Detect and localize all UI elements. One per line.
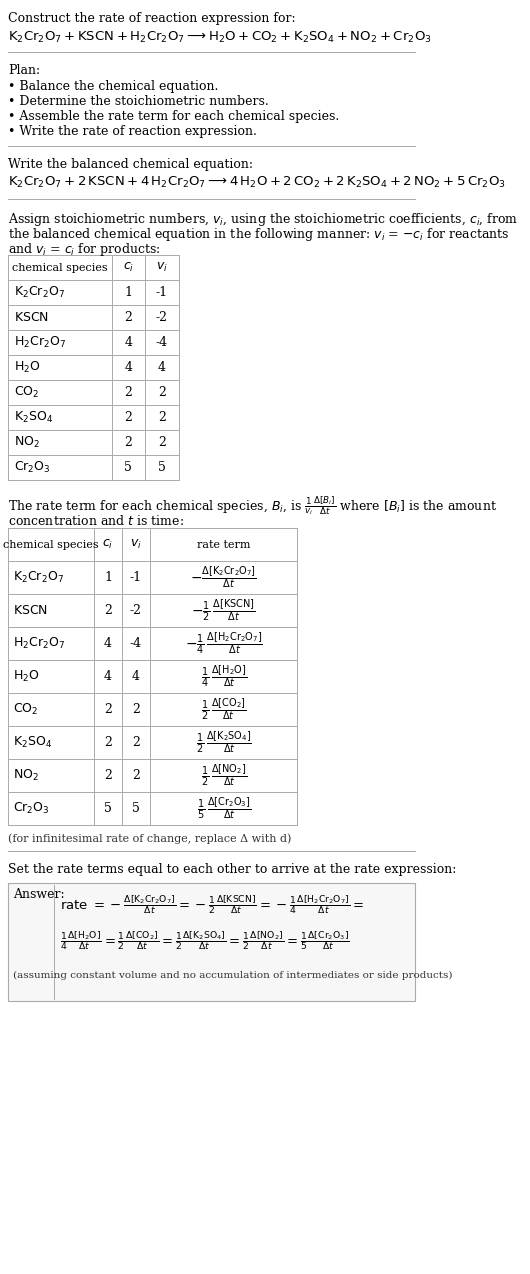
Text: 1: 1 xyxy=(104,571,112,583)
Text: 2: 2 xyxy=(104,604,112,617)
Text: $\mathregular{K_2Cr_2O_7 + KSCN + H_2Cr_2O_7 \longrightarrow H_2O + CO_2 + K_2SO: $\mathregular{K_2Cr_2O_7 + KSCN + H_2Cr_… xyxy=(8,31,432,45)
Text: • Determine the stoichiometric numbers.: • Determine the stoichiometric numbers. xyxy=(8,96,269,108)
Text: 4: 4 xyxy=(104,637,112,650)
Text: $\mathregular{H_2Cr_2O_7}$: $\mathregular{H_2Cr_2O_7}$ xyxy=(14,335,67,350)
Text: $c_i$: $c_i$ xyxy=(102,538,114,552)
Text: 2: 2 xyxy=(104,769,112,782)
Text: (for infinitesimal rate of change, replace Δ with d): (for infinitesimal rate of change, repla… xyxy=(8,833,292,843)
Text: Set the rate terms equal to each other to arrive at the rate expression:: Set the rate terms equal to each other t… xyxy=(8,862,456,877)
Text: Construct the rate of reaction expression for:: Construct the rate of reaction expressio… xyxy=(8,11,296,25)
Text: 1: 1 xyxy=(125,285,132,299)
Text: 4: 4 xyxy=(158,361,166,375)
Text: -1: -1 xyxy=(156,285,168,299)
Text: 2: 2 xyxy=(158,386,166,399)
Text: $\frac{1}{2}\,\frac{\Delta[\mathregular{CO_2}]}{\Delta t}$: $\frac{1}{2}\,\frac{\Delta[\mathregular{… xyxy=(201,697,246,722)
Text: $\mathregular{H_2O}$: $\mathregular{H_2O}$ xyxy=(13,669,39,684)
Text: -4: -4 xyxy=(156,336,168,349)
Text: rate $= -\frac{\Delta[\mathregular{K_2Cr_2O_7}]}{\Delta t} = -\frac{1}{2}\frac{\: rate $= -\frac{\Delta[\mathregular{K_2Cr… xyxy=(60,893,364,916)
Text: 2: 2 xyxy=(104,736,112,749)
Text: Answer:: Answer: xyxy=(13,888,64,901)
Text: 4: 4 xyxy=(125,336,132,349)
Text: chemical species: chemical species xyxy=(12,262,108,273)
Text: $\mathregular{H_2O}$: $\mathregular{H_2O}$ xyxy=(14,361,41,375)
Text: 2: 2 xyxy=(132,736,140,749)
Text: -2: -2 xyxy=(130,604,142,617)
Text: $\mathregular{Cr_2O_3}$: $\mathregular{Cr_2O_3}$ xyxy=(14,460,51,475)
Text: 2: 2 xyxy=(158,436,166,448)
Text: concentration and $t$ is time:: concentration and $t$ is time: xyxy=(8,513,184,527)
Text: 2: 2 xyxy=(125,386,132,399)
Text: 4: 4 xyxy=(125,361,132,375)
Text: $\mathregular{K_2SO_4}$: $\mathregular{K_2SO_4}$ xyxy=(13,735,52,750)
Text: 5: 5 xyxy=(158,461,166,474)
Text: $c_i$: $c_i$ xyxy=(123,261,134,274)
Text: (assuming constant volume and no accumulation of intermediates or side products): (assuming constant volume and no accumul… xyxy=(13,971,452,980)
Text: 2: 2 xyxy=(125,311,132,324)
Text: $\mathregular{K_2Cr_2O_7}$: $\mathregular{K_2Cr_2O_7}$ xyxy=(13,569,64,585)
Text: 2: 2 xyxy=(125,436,132,448)
Text: 5: 5 xyxy=(125,461,132,474)
Text: 2: 2 xyxy=(132,703,140,716)
Text: rate term: rate term xyxy=(197,539,251,549)
Text: 2: 2 xyxy=(104,703,112,716)
Text: -4: -4 xyxy=(130,637,142,650)
Text: $\mathregular{K_2SO_4}$: $\mathregular{K_2SO_4}$ xyxy=(14,410,54,426)
Text: $-\frac{1}{4}\,\frac{\Delta[\mathregular{H_2Cr_2O_7}]}{\Delta t}$: $-\frac{1}{4}\,\frac{\Delta[\mathregular… xyxy=(185,631,262,656)
Text: $\frac{1}{2}\,\frac{\Delta[\mathregular{K_2SO_4}]}{\Delta t}$: $\frac{1}{2}\,\frac{\Delta[\mathregular{… xyxy=(196,730,252,755)
Text: $\mathregular{KSCN}$: $\mathregular{KSCN}$ xyxy=(14,311,49,324)
Text: • Write the rate of reaction expression.: • Write the rate of reaction expression. xyxy=(8,125,257,138)
Text: $v_i$: $v_i$ xyxy=(156,261,168,274)
Text: $\mathregular{H_2Cr_2O_7}$: $\mathregular{H_2Cr_2O_7}$ xyxy=(13,636,65,651)
Text: $\frac{1}{2}\,\frac{\Delta[\mathregular{NO_2}]}{\Delta t}$: $\frac{1}{2}\,\frac{\Delta[\mathregular{… xyxy=(201,763,246,789)
Text: $-\frac{\Delta[\mathregular{K_2Cr_2O_7}]}{\Delta t}$: $-\frac{\Delta[\mathregular{K_2Cr_2O_7}]… xyxy=(190,564,257,590)
Text: chemical species: chemical species xyxy=(3,539,99,549)
Text: 2: 2 xyxy=(158,412,166,424)
Text: • Assemble the rate term for each chemical species.: • Assemble the rate term for each chemic… xyxy=(8,110,339,124)
Text: 5: 5 xyxy=(132,803,140,815)
Text: 2: 2 xyxy=(132,769,140,782)
Text: $\mathregular{CO_2}$: $\mathregular{CO_2}$ xyxy=(14,385,40,400)
Text: The rate term for each chemical species, $B_i$, is $\frac{1}{v_i}\frac{\Delta[B_: The rate term for each chemical species,… xyxy=(8,494,497,517)
Text: $\frac{1}{4}\,\frac{\Delta[\mathregular{H_2O}]}{\Delta t}$: $\frac{1}{4}\,\frac{\Delta[\mathregular{… xyxy=(201,664,246,689)
Text: $\mathregular{K_2Cr_2O_7}$: $\mathregular{K_2Cr_2O_7}$ xyxy=(14,285,65,301)
Text: $\frac{1}{5}\,\frac{\Delta[\mathregular{Cr_2O_3}]}{\Delta t}$: $\frac{1}{5}\,\frac{\Delta[\mathregular{… xyxy=(197,796,251,822)
Text: $\mathregular{KSCN}$: $\mathregular{KSCN}$ xyxy=(13,604,48,617)
Text: and $\mathit{v_i}$ = $\mathit{c_i}$ for products:: and $\mathit{v_i}$ = $\mathit{c_i}$ for … xyxy=(8,241,161,259)
Text: -1: -1 xyxy=(130,571,142,583)
Text: $\mathregular{Cr_2O_3}$: $\mathregular{Cr_2O_3}$ xyxy=(13,801,49,817)
Text: $\mathregular{K_2Cr_2O_7 + 2\,KSCN + 4\,H_2Cr_2O_7 \longrightarrow 4\,H_2O + 2\,: $\mathregular{K_2Cr_2O_7 + 2\,KSCN + 4\,… xyxy=(8,175,506,190)
Text: 4: 4 xyxy=(104,670,112,683)
Text: $\mathregular{NO_2}$: $\mathregular{NO_2}$ xyxy=(13,768,39,784)
Text: $\mathregular{CO_2}$: $\mathregular{CO_2}$ xyxy=(13,702,38,717)
Text: Assign stoichiometric numbers, $\mathit{v_i}$, using the stoichiometric coeffici: Assign stoichiometric numbers, $\mathit{… xyxy=(8,211,518,228)
Text: • Balance the chemical equation.: • Balance the chemical equation. xyxy=(8,80,218,93)
Text: 2: 2 xyxy=(125,412,132,424)
Text: the balanced chemical equation in the following manner: $\mathit{v_i}$ = $-\math: the balanced chemical equation in the fo… xyxy=(8,225,510,243)
Text: Plan:: Plan: xyxy=(8,64,40,76)
Text: $\frac{1}{4}\frac{\Delta[\mathregular{H_2O}]}{\Delta t} = \frac{1}{2}\frac{\Delt: $\frac{1}{4}\frac{\Delta[\mathregular{H_… xyxy=(60,929,349,952)
FancyBboxPatch shape xyxy=(8,883,414,1001)
Text: Write the balanced chemical equation:: Write the balanced chemical equation: xyxy=(8,158,253,171)
Text: 4: 4 xyxy=(132,670,140,683)
Text: -2: -2 xyxy=(156,311,168,324)
Text: $\mathregular{NO_2}$: $\mathregular{NO_2}$ xyxy=(14,434,40,450)
Text: $v_i$: $v_i$ xyxy=(130,538,142,552)
Text: $-\frac{1}{2}\,\frac{\Delta[\mathregular{KSCN}]}{\Delta t}$: $-\frac{1}{2}\,\frac{\Delta[\mathregular… xyxy=(191,598,256,623)
Text: 5: 5 xyxy=(104,803,112,815)
